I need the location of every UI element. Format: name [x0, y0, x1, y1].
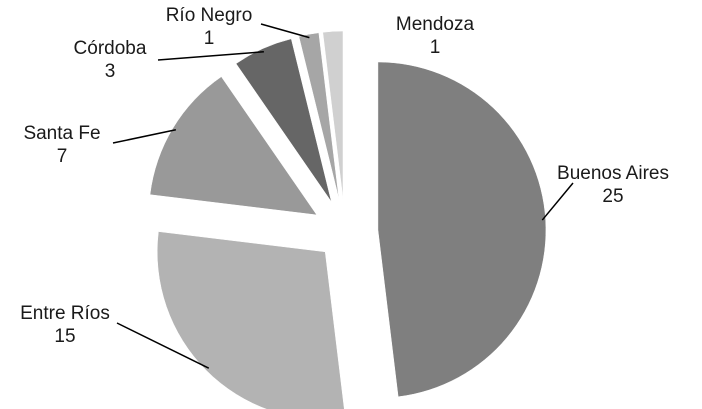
slice-rio-negro [298, 32, 340, 200]
data-label-buenos-aires: Buenos Aires [557, 163, 669, 184]
data-value-buenos-aires: 25 [602, 186, 623, 207]
slice-buenos-aires [377, 61, 547, 398]
pie-slices [149, 30, 547, 409]
data-value-santa-fe: 7 [57, 146, 68, 167]
data-label-santa-fe: Santa Fe [23, 123, 100, 144]
data-label-cordoba: Córdoba [74, 38, 147, 59]
leader-line-cordoba [157, 51, 264, 61]
slice-santa-fe [149, 76, 318, 216]
slice-entre-rios [156, 231, 345, 409]
data-value-cordoba: 3 [105, 61, 116, 82]
leader-line-entre-rios [116, 322, 210, 369]
slice-mendoza [322, 30, 344, 200]
data-label-mendoza: Mendoza [396, 14, 475, 35]
slice-cordoba [235, 38, 332, 203]
leader-line-santa-fe [112, 129, 177, 144]
leader-line-buenos-aires [541, 182, 574, 221]
data-value-entre-rios: 15 [54, 326, 75, 347]
leader-lines [112, 23, 574, 369]
data-value-mendoza: 1 [430, 37, 441, 58]
data-value-rio-negro: 1 [204, 28, 215, 49]
data-label-entre-rios: Entre Ríos [20, 303, 110, 324]
data-label-rio-negro: Río Negro [166, 5, 253, 26]
leader-line-rio-negro [260, 23, 310, 39]
